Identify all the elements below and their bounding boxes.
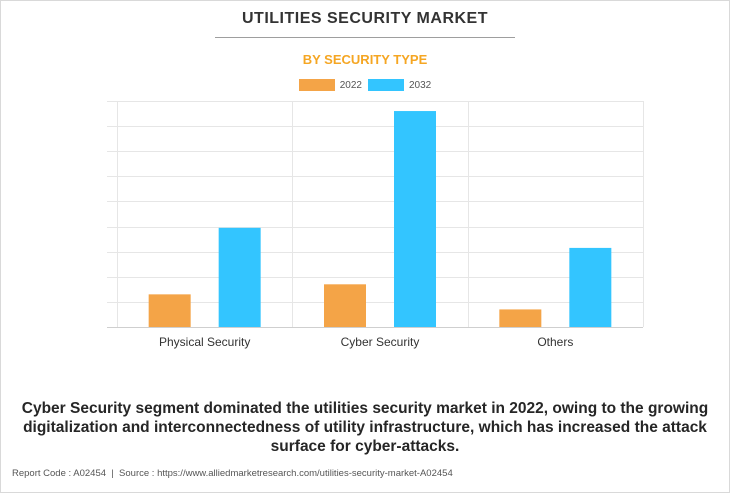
bar-physical-security-2022 (148, 294, 191, 327)
legend-item-2022: 2022 (298, 79, 362, 91)
bar-others-2032 (569, 247, 612, 327)
legend: 2022 2032 (0, 79, 730, 91)
legend-item-2032: 2032 (368, 79, 431, 91)
legend-label-2032: 2032 (409, 79, 432, 91)
bar-others-2022 (499, 309, 542, 327)
report-code: Report Code : A02454 (12, 468, 107, 479)
title-divider (215, 37, 515, 38)
x-tick-label-cyber-security: Cyber Security (341, 335, 420, 349)
bar-physical-security-2032 (218, 227, 261, 327)
source-text: Source : https://www.alliedmarketresearc… (119, 468, 453, 479)
bar-cyber-security-2022 (324, 284, 366, 327)
legend-swatch-2022 (298, 79, 335, 91)
legend-swatch-2032 (368, 79, 404, 91)
chart-title: UTILITIES SECURITY MARKET (242, 10, 488, 27)
x-tick-label-others: Others (537, 335, 573, 349)
footer-separator: | (111, 468, 114, 479)
footer: Report Code : A02454 | Source : https://… (12, 468, 453, 479)
chart-caption: Cyber Security segment dominated the uti… (21, 400, 709, 455)
legend-label-2022: 2022 (339, 79, 362, 91)
chart-subtitle: BY SECURITY TYPE (302, 52, 428, 67)
x-tick-label-physical-security: Physical Security (159, 335, 250, 349)
bar-cyber-security-2032 (394, 111, 436, 328)
